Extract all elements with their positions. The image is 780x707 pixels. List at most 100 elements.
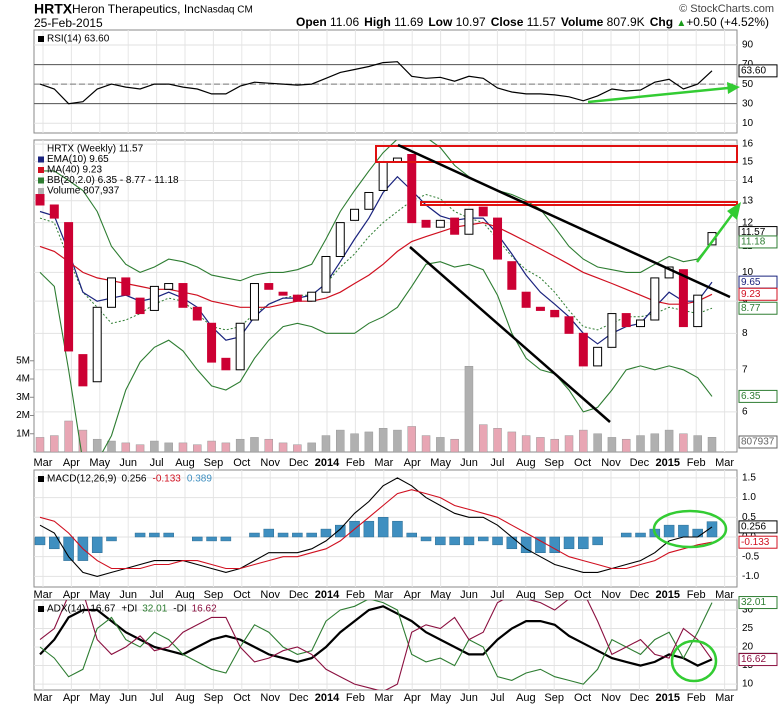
- x-tick-label: Apr: [404, 457, 421, 469]
- x-tick-label: Dec: [289, 692, 309, 704]
- volume-bar: [350, 433, 359, 452]
- line: [39, 600, 713, 685]
- volume-bar: [436, 437, 445, 452]
- candle: [278, 291, 288, 296]
- legend-label: -DI: [173, 604, 186, 615]
- trend-line: [409, 246, 611, 423]
- stat: Close 11.57: [491, 15, 556, 29]
- legend-label: EMA(10) 9.65: [47, 154, 109, 165]
- legend-value: 32.01: [142, 604, 167, 615]
- value-label: 6.35: [741, 391, 761, 402]
- legend-swatch: [38, 606, 44, 612]
- x-tick-label: 2014: [315, 457, 340, 469]
- value-box: [738, 389, 778, 403]
- line: [39, 605, 713, 667]
- candle: [106, 277, 116, 308]
- x-tick-label: May: [430, 692, 451, 704]
- x-tick-label: Feb: [687, 589, 706, 601]
- candle: [350, 208, 360, 221]
- x-tick-label: 2015: [656, 457, 680, 469]
- volume-bar: [407, 426, 416, 452]
- value-box: [738, 435, 778, 449]
- volume-bar: [464, 365, 474, 452]
- y-tick-label: 16: [742, 139, 754, 150]
- stat-value: 807.9K: [606, 15, 645, 29]
- histogram-bar: [335, 524, 346, 538]
- stat-value: 11.06: [330, 15, 360, 29]
- candle: [650, 277, 660, 321]
- volume-bar: [178, 442, 188, 452]
- histogram-bar: [320, 528, 332, 538]
- stat-label: Volume: [560, 15, 604, 29]
- stat: Volume 807.9K: [561, 15, 645, 29]
- value-box: [738, 535, 778, 549]
- volume-tick-label: 1M: [16, 428, 30, 439]
- value-box: [738, 287, 778, 301]
- histogram-bar: [392, 520, 403, 538]
- volume-bar: [593, 433, 602, 452]
- candle: [693, 294, 703, 328]
- volume-bar: [35, 437, 45, 452]
- value-label: 63.60: [741, 65, 766, 76]
- stat: Chg ▲+0.50 (+4.52%): [650, 15, 769, 29]
- candle: [307, 291, 317, 302]
- volume-bar: [293, 444, 302, 452]
- volume-tick-label: 4M: [16, 374, 30, 385]
- candle: [521, 291, 531, 308]
- histogram-bar: [663, 524, 675, 538]
- stat: Open 11.06: [296, 15, 359, 29]
- y-tick-label: -0.5: [742, 551, 760, 562]
- histogram-bar: [678, 524, 689, 538]
- volume-bar: [536, 437, 545, 452]
- panel: Mar Apr May Jun Jul Aug Sep Oct Nov Dec 2014 Feb Mar…: [33, 469, 778, 601]
- volume-bar: [421, 435, 431, 452]
- x-tick-label: Jul: [150, 589, 164, 601]
- y-tick-label: 10: [742, 267, 754, 278]
- histogram-bar: [463, 536, 475, 546]
- x-tick-label: Jun: [119, 589, 137, 601]
- y-tick-label: 9: [742, 296, 748, 307]
- line: [39, 489, 713, 570]
- candle: [292, 294, 302, 302]
- volume-bar: [693, 435, 702, 452]
- volume-bar: [621, 438, 631, 452]
- stat-value: 11.57: [526, 15, 556, 29]
- x-tick-label: Feb: [346, 589, 365, 601]
- x-tick-label: Jun: [119, 692, 137, 704]
- x-tick-label: Aug: [175, 457, 195, 469]
- source: © StockCharts.com: [679, 3, 774, 15]
- legend-label: +DI: [121, 604, 137, 615]
- candle: [149, 285, 159, 311]
- stat-value: 10.97: [455, 15, 486, 29]
- histogram-bar: [106, 536, 117, 542]
- volume-bar: [150, 440, 159, 452]
- histogram-bar: [249, 532, 260, 538]
- value-label: 11.18: [741, 237, 766, 248]
- x-tick-label: Feb: [346, 457, 365, 469]
- histogram-bar: [578, 536, 589, 550]
- x-tick-label: Mar: [715, 692, 734, 704]
- x-tick-label: Jul: [150, 692, 164, 704]
- volume-tick-label: 3M: [16, 392, 30, 403]
- histogram-bar: [163, 532, 174, 538]
- histogram-bar: [192, 536, 203, 542]
- x-tick-label: Apr: [63, 457, 80, 469]
- x-tick-label: Oct: [574, 692, 591, 704]
- line: [39, 477, 713, 577]
- candle: [49, 204, 59, 219]
- histogram-bar: [635, 532, 646, 538]
- y-tick-label: 10: [742, 118, 754, 129]
- stat: Low 10.97: [428, 15, 485, 29]
- trend-line: [397, 143, 731, 299]
- line: [39, 600, 713, 690]
- volume-bar: [450, 438, 459, 452]
- histogram-bar: [477, 536, 489, 542]
- candle: [335, 222, 345, 257]
- x-tick-label: Jul: [490, 457, 504, 469]
- histogram-bar: [134, 532, 146, 538]
- histogram-bar: [706, 521, 718, 538]
- candle: [249, 283, 259, 321]
- x-tick-label: Mar: [34, 457, 53, 469]
- x-tick-label: Oct: [233, 692, 250, 704]
